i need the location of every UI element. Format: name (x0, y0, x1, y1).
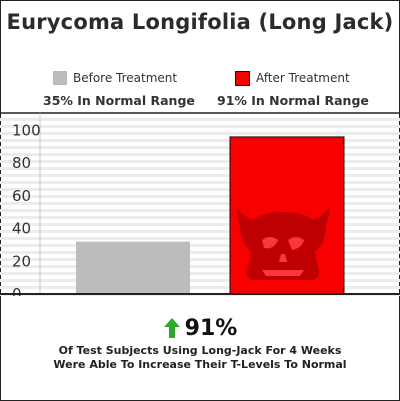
grid-band (0, 174, 400, 177)
caption-line-1: Of Test Subjects Using Long-Jack For 4 W… (58, 344, 342, 357)
legend-label-after: After Treatment (256, 71, 350, 85)
y-tick-label: 40 (12, 220, 31, 238)
grid-band (0, 216, 400, 219)
grid-band (0, 160, 400, 163)
grid-band (0, 209, 400, 212)
y-tick-label: 60 (12, 187, 31, 205)
grid-band (0, 272, 400, 275)
grid-band (0, 195, 400, 198)
grid-band (0, 153, 400, 156)
y-tick-label: 80 (12, 154, 31, 172)
grid-band (0, 202, 400, 205)
bar-before-treatment (76, 241, 190, 294)
y-tick-label: 100 (12, 121, 41, 139)
grid-band (0, 167, 400, 170)
chart-title: Eurycoma Longifolia (Long Jack) (6, 10, 394, 34)
stat-before: 35% In Normal Range (43, 93, 195, 108)
grid-band (0, 188, 400, 191)
legend-label-before: Before Treatment (73, 71, 178, 85)
bar-chart: 0 20 40 60 80 100 (0, 112, 400, 296)
grid-band (0, 139, 400, 142)
skull-icon (236, 208, 330, 280)
grid-band (0, 237, 400, 240)
grid-band (0, 265, 400, 268)
grid-band (0, 279, 400, 282)
legend-swatch-before (53, 71, 67, 85)
stat-after: 91% In Normal Range (217, 93, 369, 108)
legend-item-before: Before Treatment (53, 69, 177, 87)
caption-line-2: Were Able To Increase Their T-Levels To … (53, 358, 347, 371)
legend-swatch-after (235, 70, 250, 86)
bar-after-treatment (229, 136, 345, 295)
grid-band (0, 230, 400, 233)
grid-band (0, 251, 400, 254)
grid-band (0, 258, 400, 261)
legend-item-after: After Treatment (235, 69, 350, 87)
grid-band (0, 223, 400, 226)
grid-band (0, 125, 400, 128)
grid-band (0, 132, 400, 135)
y-tick-label: 20 (12, 252, 31, 270)
grid-band (0, 118, 400, 121)
y-tick-label: 0 (12, 285, 22, 296)
summary-percent: 91% (184, 315, 238, 341)
up-arrow-icon (163, 318, 180, 338)
summary-headline: 91% (0, 312, 400, 344)
grid-band (0, 181, 400, 184)
summary-block: 91% Of Test Subjects Using Long-Jack For… (0, 312, 400, 372)
grid-band (0, 286, 400, 289)
y-tick-labels: 0 20 40 60 80 100 (12, 121, 41, 296)
grid-band (0, 244, 400, 247)
grid-band (0, 146, 400, 149)
bars (76, 136, 345, 295)
